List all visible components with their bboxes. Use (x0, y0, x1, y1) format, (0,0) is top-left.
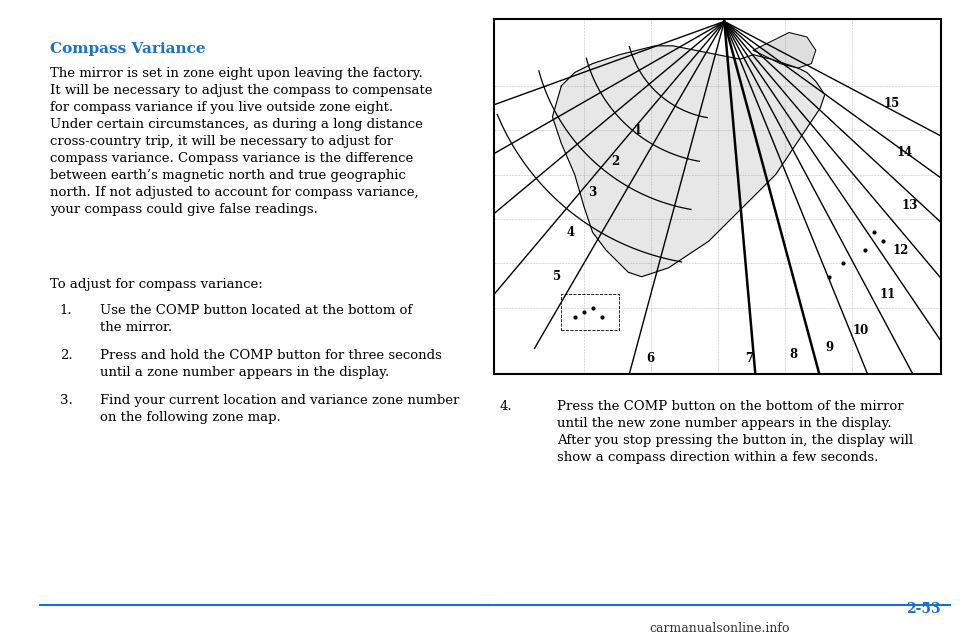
Text: Press and hold the COMP button for three seconds
until a zone number appears in : Press and hold the COMP button for three… (100, 349, 442, 379)
Text: 4.: 4. (499, 400, 512, 413)
Text: 4: 4 (566, 226, 574, 239)
Text: Use the COMP button located at the bottom of
the mirror.: Use the COMP button located at the botto… (100, 304, 412, 334)
Text: 6: 6 (647, 353, 655, 365)
Text: To adjust for compass variance:: To adjust for compass variance: (50, 278, 263, 291)
Text: 5: 5 (553, 270, 561, 284)
Text: 15: 15 (883, 97, 900, 110)
Text: 11: 11 (879, 288, 896, 301)
Text: 2.: 2. (60, 349, 73, 362)
Text: 2: 2 (611, 155, 619, 168)
Text: 14: 14 (897, 146, 913, 159)
Text: 13: 13 (901, 199, 918, 212)
Text: 3: 3 (588, 186, 597, 199)
Polygon shape (552, 46, 825, 276)
Text: carmanualsonline.info: carmanualsonline.info (650, 622, 790, 635)
Text: 10: 10 (852, 323, 869, 337)
Text: 9: 9 (826, 341, 833, 355)
Text: 7: 7 (745, 353, 753, 365)
Text: Compass Variance: Compass Variance (50, 42, 205, 56)
Text: 8: 8 (789, 348, 798, 361)
Text: Press the COMP button on the bottom of the mirror
until the new zone number appe: Press the COMP button on the bottom of t… (557, 400, 913, 464)
Text: 2-53: 2-53 (906, 602, 941, 616)
Text: 3.: 3. (60, 394, 73, 406)
Polygon shape (754, 33, 816, 68)
Text: The mirror is set in zone eight upon leaving the factory.
It will be necessary t: The mirror is set in zone eight upon lea… (50, 67, 432, 216)
Text: 12: 12 (893, 244, 909, 257)
Text: 1: 1 (634, 124, 641, 137)
Text: 1.: 1. (60, 304, 73, 317)
Text: Find your current location and variance zone number
on the following zone map.: Find your current location and variance … (100, 394, 459, 424)
